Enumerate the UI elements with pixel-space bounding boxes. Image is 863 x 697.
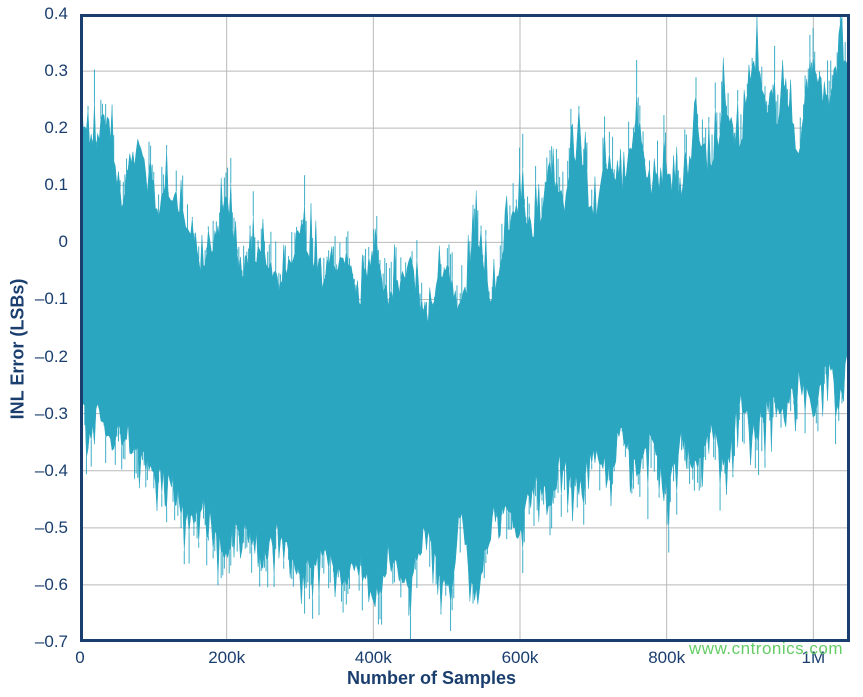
y-tick: –0.3 bbox=[35, 404, 68, 424]
y-tick: –0.1 bbox=[35, 289, 68, 309]
x-tick: 600k bbox=[502, 648, 539, 668]
chart-svg bbox=[80, 14, 850, 642]
plot-area bbox=[80, 14, 850, 642]
y-axis-label: INL Error (LSBs) bbox=[8, 278, 29, 419]
x-tick: 0 bbox=[75, 648, 84, 668]
x-tick: 400k bbox=[355, 648, 392, 668]
x-tick: 800k bbox=[648, 648, 685, 668]
y-tick: 0.4 bbox=[44, 4, 68, 24]
y-tick: –0.5 bbox=[35, 518, 68, 538]
y-tick: 0 bbox=[59, 232, 68, 252]
y-tick: 0.2 bbox=[44, 118, 68, 138]
inl-error-chart: INL Error (LSBs) –0.7 –0.6 –0.5 –0.4 –0.3 –0.… bbox=[8, 8, 855, 689]
y-tick: –0.7 bbox=[35, 632, 68, 652]
y-tick: –0.6 bbox=[35, 575, 68, 595]
x-axis-label: Number of Samples bbox=[347, 668, 516, 689]
y-tick: –0.4 bbox=[35, 461, 68, 481]
watermark-text: www.cntronics.com bbox=[689, 639, 843, 659]
x-tick: 200k bbox=[208, 648, 245, 668]
y-tick: 0.3 bbox=[44, 61, 68, 81]
y-tick: –0.2 bbox=[35, 347, 68, 367]
y-tick: 0.1 bbox=[44, 175, 68, 195]
